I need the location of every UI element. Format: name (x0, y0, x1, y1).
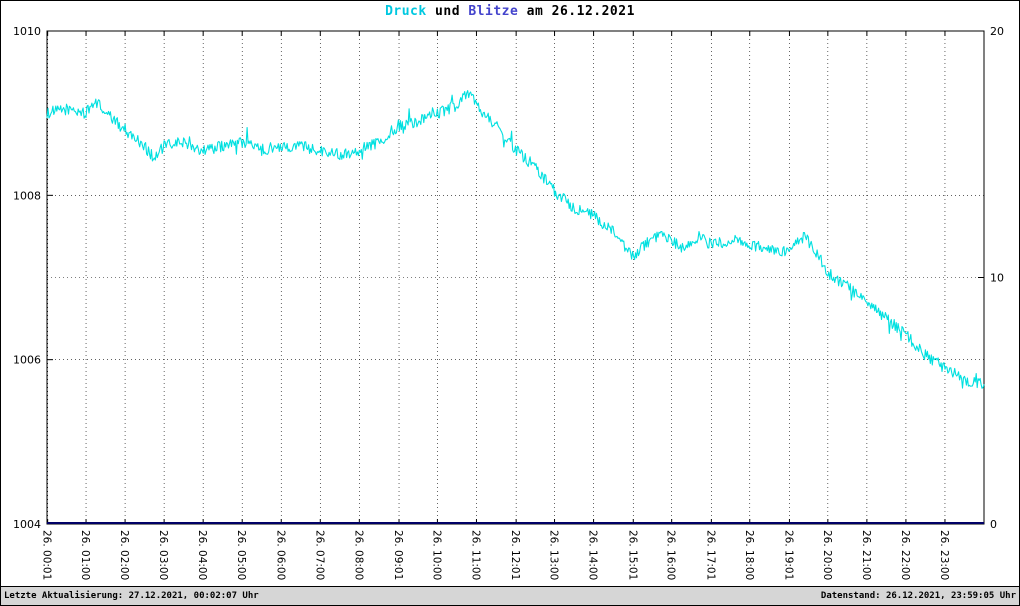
svg-text:26. 13:00: 26. 13:00 (548, 530, 560, 580)
svg-text:26. 17:01: 26. 17:01 (704, 530, 716, 580)
pressure-lightning-chart: 26. 00:01 26. 01:00 26. 02:00 26. 03:00 26. … (13, 25, 1004, 580)
footer-data-state: Datenstand: 26.12.2021, 23:59:05 Uhr (820, 591, 1016, 601)
svg-text:1008: 1008 (13, 189, 41, 202)
svg-text:26. 21:00: 26. 21:00 (860, 530, 872, 580)
svg-text:26. 06:00: 26. 06:00 (274, 530, 286, 580)
svg-text:10: 10 (990, 272, 1004, 285)
svg-text:26. 09:01: 26. 09:01 (392, 530, 404, 580)
svg-text:26. 02:00: 26. 02:00 (118, 530, 130, 580)
svg-text:26. 14:00: 26. 14:00 (587, 530, 599, 580)
svg-text:26. 11:00: 26. 11:00 (469, 530, 481, 580)
footer-last-update: Letzte Aktualisierung: 27.12.2021, 00:02… (4, 591, 259, 601)
svg-text:26. 03:00: 26. 03:00 (157, 530, 169, 580)
svg-text:26. 19:01: 26. 19:01 (782, 530, 794, 580)
svg-text:26. 18:00: 26. 18:00 (743, 530, 755, 580)
right-axis-labels: 20 10 0 (978, 25, 1004, 531)
svg-text:26. 01:00: 26. 01:00 (79, 530, 91, 580)
title-und-label: und (426, 4, 469, 19)
svg-text:1004: 1004 (13, 518, 41, 531)
svg-text:26. 10:00: 26. 10:00 (430, 530, 442, 580)
svg-text:26. 08:00: 26. 08:00 (352, 530, 364, 580)
y-gridlines (47, 195, 984, 360)
svg-text:1006: 1006 (13, 354, 41, 367)
svg-text:26. 22:00: 26. 22:00 (899, 530, 911, 580)
title-druck-label: Druck (385, 4, 427, 19)
svg-text:26. 07:00: 26. 07:00 (313, 530, 325, 580)
x-tick-labels: 26. 00:01 26. 01:00 26. 02:00 26. 03:00 26. … (41, 530, 950, 580)
x-gridlines (47, 31, 946, 524)
title-date-label: am 26.12.2021 (518, 4, 635, 19)
svg-text:26. 04:00: 26. 04:00 (196, 530, 208, 580)
svg-text:26. 20:00: 26. 20:00 (821, 530, 833, 580)
druck-series-line (46, 90, 985, 389)
svg-text:26. 23:00: 26. 23:00 (938, 530, 950, 580)
svg-text:26. 12:01: 26. 12:01 (509, 530, 521, 580)
svg-text:26. 00:01: 26. 00:01 (41, 530, 53, 580)
svg-text:0: 0 (990, 518, 997, 531)
svg-text:26. 05:00: 26. 05:00 (235, 530, 247, 580)
svg-text:20: 20 (990, 25, 1004, 38)
chart-title: Druck und Blitze am 26.12.2021 (1, 4, 1019, 19)
x-tick-marks (47, 31, 946, 524)
title-blitze-label: Blitze (468, 4, 519, 19)
svg-text:1010: 1010 (13, 25, 41, 38)
svg-text:26. 15:01: 26. 15:01 (626, 530, 638, 580)
svg-text:26. 16:00: 26. 16:00 (665, 530, 677, 580)
footer-bar: Letzte Aktualisierung: 27.12.2021, 00:02… (1, 586, 1019, 605)
